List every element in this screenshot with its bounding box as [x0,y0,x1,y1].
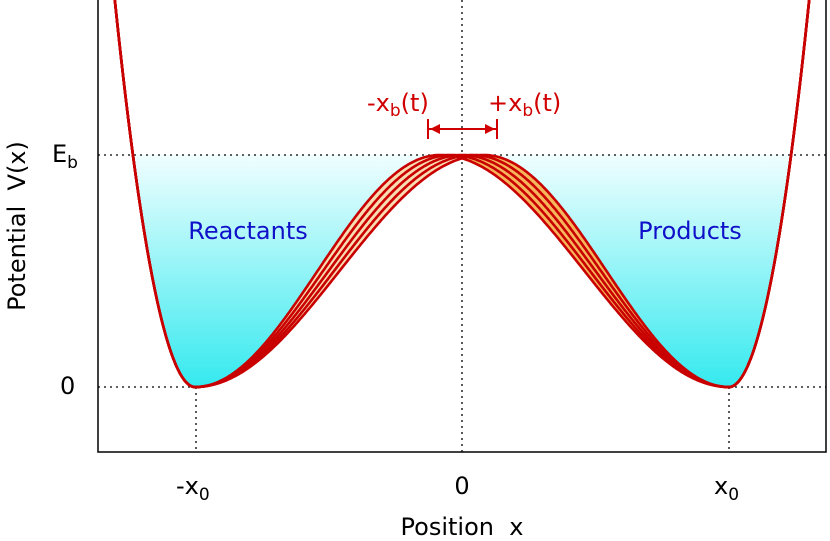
products-label: Products [638,217,742,245]
curves [113,0,811,389]
label-suffix: (t) [401,89,429,117]
tick-main: E [52,140,67,168]
x-tick-label: x0 [714,472,739,505]
tick-main: 0 [60,372,75,400]
y-tick-label: Eb [52,140,78,173]
label-sub: b [390,101,401,121]
tick-sub: 0 [199,485,210,505]
x-tick-label: -x0 [176,472,210,505]
y-axis-label: Potential V(x) [3,141,31,311]
x-tick-label: 0 [454,472,469,500]
potential-curve [113,0,811,389]
barrier-right-label: +xb(t) [488,89,561,121]
tick-main: 0 [454,472,469,500]
frame [97,0,827,453]
label-sub: b [522,101,533,121]
barrier-left-label: -xb(t) [367,89,429,121]
y-tick-label: 0 [60,372,75,400]
reactants-label: Reactants [188,217,308,245]
barrier-arrow [427,119,498,139]
below-curve [98,0,826,452]
label-main: +x [488,89,522,117]
guides [98,0,826,452]
tick-main: -x [176,472,199,500]
tick-sub: 0 [728,485,739,505]
tick-main: x [714,472,728,500]
label-suffix: (t) [533,89,561,117]
label-main: -x [367,89,390,117]
tick-sub: b [67,153,78,173]
x-axis-label: Position x [401,513,524,541]
